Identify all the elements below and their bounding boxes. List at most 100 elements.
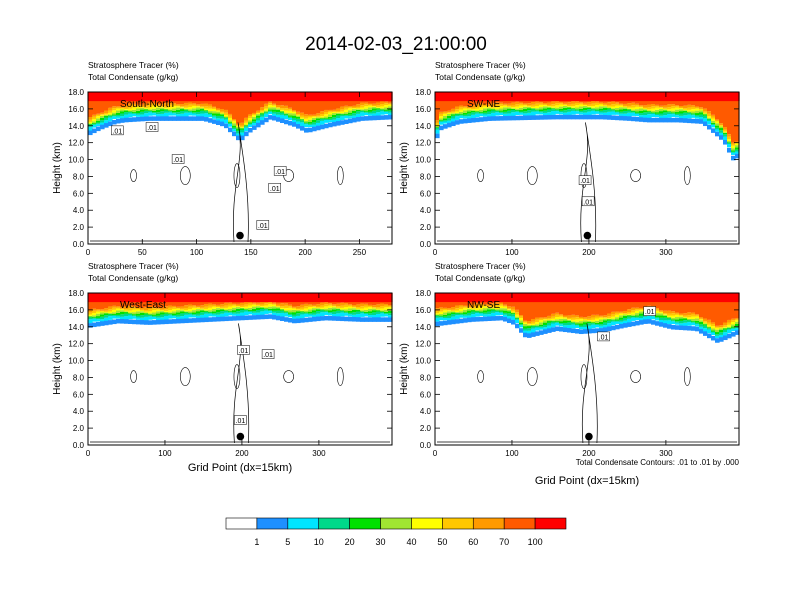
- tracer-cell: [312, 116, 317, 118]
- tracer-cell: [603, 315, 608, 318]
- tracer-cell: [655, 310, 660, 314]
- tracer-cell: [591, 314, 596, 318]
- tracer-cell: [583, 317, 588, 319]
- tracer-cell: [92, 92, 97, 102]
- tracer-cell: [639, 315, 644, 318]
- tracer-cell: [124, 110, 129, 113]
- tracer-cell: [511, 108, 516, 111]
- tracer-cell: [236, 307, 241, 309]
- tracer-cell: [300, 304, 305, 308]
- tracer-cell: [627, 105, 632, 108]
- tracer-cell: [136, 313, 141, 316]
- tracer-cell: [675, 322, 680, 325]
- tracer-cell: [260, 293, 265, 303]
- tracer-cell: [104, 317, 109, 322]
- tracer-cell: [687, 322, 692, 326]
- tracer-cell: [719, 293, 724, 303]
- tracer-cell: [320, 293, 325, 303]
- tracer-cell: [579, 323, 584, 326]
- tracer-cell: [232, 303, 237, 305]
- tracer-cell: [192, 108, 197, 111]
- tracer-cell: [260, 116, 265, 121]
- tracer-cell: [304, 116, 309, 119]
- tracer-cell: [635, 112, 640, 114]
- tracer-cell: [603, 105, 608, 107]
- tracer-cell: [284, 105, 289, 109]
- y-tick-label: 2.0: [420, 424, 432, 433]
- tracer-cell: [336, 113, 341, 116]
- tracer-cell: [655, 115, 660, 118]
- tracer-cell: [467, 310, 472, 313]
- tracer-cell: [188, 314, 193, 318]
- tracer-cell: [332, 309, 337, 312]
- tracer-cell: [591, 319, 596, 322]
- tracer-cell: [679, 323, 684, 327]
- tracer-cell: [491, 106, 496, 108]
- tracer-cell: [128, 313, 133, 316]
- tracer-cell: [539, 92, 544, 102]
- tracer-cell: [272, 113, 277, 117]
- tracer-cell: [555, 326, 560, 332]
- tracer-cell: [703, 331, 708, 336]
- tracer-cell: [228, 123, 233, 125]
- tracer-cell: [308, 92, 313, 115]
- tracer-cell: [144, 113, 149, 118]
- tracer-cell: [116, 116, 121, 119]
- tracer-cell: [168, 104, 173, 108]
- tracer-cell: [439, 120, 444, 121]
- tracer-cell: [108, 114, 113, 116]
- tracer-cell: [519, 103, 524, 106]
- tracer-cell: [252, 123, 257, 126]
- tracer-cell: [324, 118, 329, 120]
- tracer-cell: [212, 306, 217, 309]
- tracer-cell: [312, 122, 317, 125]
- tracer-cell: [212, 308, 217, 312]
- tracer-cell: [635, 320, 640, 326]
- tracer-cell: [551, 104, 556, 107]
- tracer-cell: [583, 329, 588, 334]
- tracer-cell: [144, 314, 149, 317]
- tracer-cell: [292, 306, 297, 308]
- tracer-cell: [352, 109, 357, 111]
- tracer-cell: [595, 111, 600, 114]
- tracer-cell: [715, 327, 720, 330]
- tracer-cell: [280, 111, 285, 113]
- tracer-cell: [663, 117, 668, 123]
- tracer-cell: [184, 318, 189, 324]
- y-tick-label: 2.0: [73, 424, 85, 433]
- tracer-cell: [208, 108, 213, 112]
- tracer-cell: [491, 103, 496, 107]
- tracer-cell: [555, 110, 560, 112]
- tracer-cell: [687, 317, 692, 319]
- axes-frame: [87, 91, 393, 245]
- tracer-cell: [451, 112, 456, 114]
- tracer-cell: [543, 322, 548, 325]
- tracer-cell: [244, 301, 249, 305]
- tracer-cell: [336, 92, 341, 102]
- tracer-cell: [647, 107, 652, 110]
- tracer-cell: [651, 108, 656, 111]
- tracer-cell: [160, 317, 165, 321]
- tracer-cell: [483, 104, 488, 106]
- tracer-cell: [563, 318, 568, 321]
- tracer-cell: [340, 109, 345, 112]
- tracer-cell: [208, 310, 213, 312]
- tracer-cell: [659, 293, 664, 303]
- tracer-cell: [104, 293, 109, 303]
- tracer-cell: [172, 315, 177, 317]
- tracer-cell: [683, 316, 688, 318]
- tracer-cell: [587, 114, 592, 120]
- tracer-cell: [583, 318, 588, 320]
- tracer-cell: [168, 110, 173, 112]
- tracer-cell: [695, 320, 700, 323]
- tracer-cell: [184, 107, 189, 109]
- tracer-cell: [168, 111, 173, 113]
- tracer-cell: [172, 108, 177, 111]
- tracer-cell: [503, 314, 508, 318]
- tracer-cell: [116, 308, 121, 311]
- tracer-cell: [479, 293, 484, 303]
- tracer-cell: [208, 312, 213, 314]
- tracer-cell: [671, 315, 676, 318]
- tracer-cell: [96, 317, 101, 320]
- tracer-cell: [571, 110, 576, 115]
